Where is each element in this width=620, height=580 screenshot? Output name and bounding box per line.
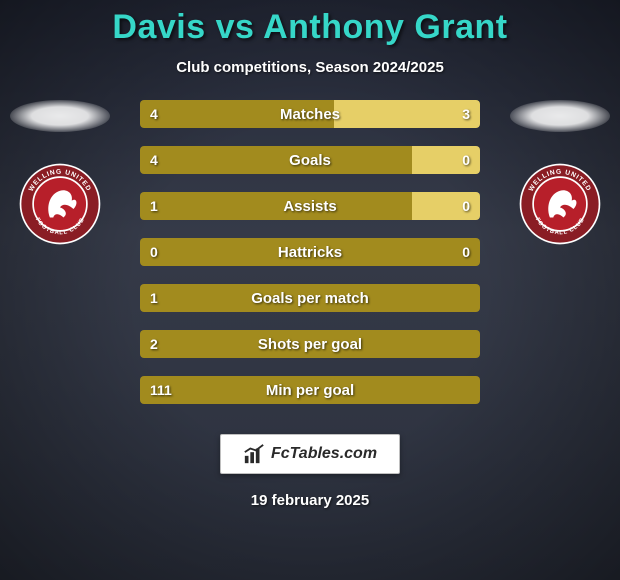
- stat-row: 0Hattricks0: [140, 238, 480, 266]
- stat-bar-left: [140, 284, 480, 312]
- club-badge-left-icon: WELLING UNITED FOOTBALL CLUB: [18, 162, 102, 246]
- stat-row: 1Assists0: [140, 192, 480, 220]
- stat-row: 4Goals0: [140, 146, 480, 174]
- stat-bars: 4Matches3 4Goals0 1Assists0 0Hattricks0 1Goa…: [140, 100, 480, 404]
- stat-bar-right: [412, 192, 480, 220]
- player-shadow-right: [510, 100, 610, 132]
- chart-icon: [243, 443, 265, 465]
- stat-bar-right: [412, 146, 480, 174]
- page-title: Davis vs Anthony Grant: [112, 8, 507, 47]
- brand-logo: FcTables.com: [220, 434, 400, 474]
- comparison-arena: WELLING UNITED FOOTBALL CLUB WELLING UNI…: [0, 100, 620, 410]
- stat-bar-left: [140, 376, 480, 404]
- stat-row: 111Min per goal: [140, 376, 480, 404]
- stat-bar-right: [334, 100, 480, 128]
- club-badge-right: WELLING UNITED FOOTBALL CLUB: [518, 162, 602, 246]
- player-shadow-left: [10, 100, 110, 132]
- club-badge-left: WELLING UNITED FOOTBALL CLUB: [18, 162, 102, 246]
- stat-row: 4Matches3: [140, 100, 480, 128]
- content: Davis vs Anthony Grant Club competitions…: [0, 0, 620, 580]
- stat-bar-left: [140, 100, 334, 128]
- stat-bar-left: [140, 192, 412, 220]
- stat-bar-left: [140, 146, 412, 174]
- club-badge-right-icon: WELLING UNITED FOOTBALL CLUB: [518, 162, 602, 246]
- stat-row: 2Shots per goal: [140, 330, 480, 358]
- stat-bar-left: [140, 238, 480, 266]
- stat-bar-left: [140, 330, 480, 358]
- brand-text: FcTables.com: [271, 445, 377, 463]
- subtitle: Club competitions, Season 2024/2025: [176, 59, 444, 76]
- stat-row: 1Goals per match: [140, 284, 480, 312]
- footer-date: 19 february 2025: [251, 492, 369, 509]
